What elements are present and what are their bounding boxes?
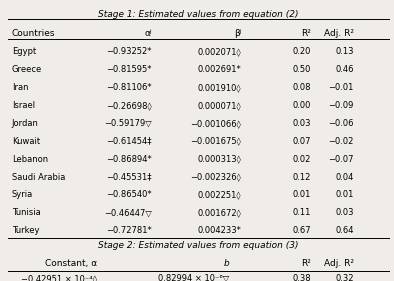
- Text: 0.13: 0.13: [335, 47, 354, 56]
- Text: 0.07: 0.07: [292, 137, 311, 146]
- Text: −0.45531‡: −0.45531‡: [106, 173, 152, 182]
- Text: 0.01: 0.01: [335, 191, 354, 200]
- Text: 0.000313◊: 0.000313◊: [197, 155, 241, 164]
- Text: −0.001066◊: −0.001066◊: [190, 119, 241, 128]
- Text: 0.002251◊: 0.002251◊: [197, 191, 241, 200]
- Text: b: b: [224, 259, 229, 268]
- Text: 0.001672◊: 0.001672◊: [197, 209, 241, 217]
- Text: 0.32: 0.32: [335, 274, 354, 281]
- Text: −0.46447▽: −0.46447▽: [104, 209, 152, 217]
- Text: R²: R²: [301, 29, 311, 38]
- Text: βʲ: βʲ: [234, 29, 241, 38]
- Text: 0.46: 0.46: [335, 65, 354, 74]
- Text: −0.26698◊: −0.26698◊: [106, 101, 152, 110]
- Text: Israel: Israel: [12, 101, 35, 110]
- Text: Lebanon: Lebanon: [12, 155, 48, 164]
- Text: 0.08: 0.08: [292, 83, 311, 92]
- Text: Adj. R²: Adj. R²: [324, 259, 354, 268]
- Text: −0.86894*: −0.86894*: [106, 155, 152, 164]
- Text: 0.000071◊: 0.000071◊: [197, 101, 241, 110]
- Text: −0.42951 × 10⁻⁴◊: −0.42951 × 10⁻⁴◊: [21, 274, 97, 281]
- Text: −0.001675◊: −0.001675◊: [190, 137, 241, 146]
- Text: 0.11: 0.11: [293, 209, 311, 217]
- Text: Syria: Syria: [12, 191, 33, 200]
- Text: αʲ: αʲ: [144, 29, 152, 38]
- Text: −0.61454‡: −0.61454‡: [106, 137, 152, 146]
- Text: Greece: Greece: [12, 65, 42, 74]
- Text: 0.38: 0.38: [292, 274, 311, 281]
- Text: 0.01: 0.01: [293, 191, 311, 200]
- Text: −0.72781*: −0.72781*: [106, 226, 152, 235]
- Text: −0.06: −0.06: [328, 119, 354, 128]
- Text: Tunisia: Tunisia: [12, 209, 41, 217]
- Text: 0.67: 0.67: [292, 226, 311, 235]
- Text: Kuwait: Kuwait: [12, 137, 40, 146]
- Text: 0.02: 0.02: [293, 155, 311, 164]
- Text: 0.20: 0.20: [293, 47, 311, 56]
- Text: 0.001910◊: 0.001910◊: [197, 83, 241, 92]
- Text: 0.12: 0.12: [293, 173, 311, 182]
- Text: −0.07: −0.07: [328, 155, 354, 164]
- Text: Saudi Arabia: Saudi Arabia: [12, 173, 65, 182]
- Text: Iran: Iran: [12, 83, 28, 92]
- Text: 0.03: 0.03: [335, 209, 354, 217]
- Text: 0.50: 0.50: [293, 65, 311, 74]
- Text: Stage 2: Estimated values from equation (3): Stage 2: Estimated values from equation …: [98, 241, 299, 250]
- Text: Egypt: Egypt: [12, 47, 36, 56]
- Text: −0.02: −0.02: [328, 137, 354, 146]
- Text: Adj. R²: Adj. R²: [324, 29, 354, 38]
- Text: −0.93252*: −0.93252*: [106, 47, 152, 56]
- Text: −0.59179▽: −0.59179▽: [104, 119, 152, 128]
- Text: 0.03: 0.03: [292, 119, 311, 128]
- Text: Countries: Countries: [12, 29, 55, 38]
- Text: 0.004233*: 0.004233*: [197, 226, 241, 235]
- Text: R²: R²: [301, 259, 311, 268]
- Text: 0.002071◊: 0.002071◊: [197, 47, 241, 56]
- Text: −0.002326◊: −0.002326◊: [190, 173, 241, 182]
- Text: 0.64: 0.64: [335, 226, 354, 235]
- Text: Jordan: Jordan: [12, 119, 39, 128]
- Text: 0.04: 0.04: [335, 173, 354, 182]
- Text: −0.81595*: −0.81595*: [106, 65, 152, 74]
- Text: −0.86540*: −0.86540*: [106, 191, 152, 200]
- Text: Turkey: Turkey: [12, 226, 39, 235]
- Text: −0.09: −0.09: [328, 101, 354, 110]
- Text: Stage 1: Estimated values from equation (2): Stage 1: Estimated values from equation …: [98, 10, 299, 19]
- Text: 0.002691*: 0.002691*: [197, 65, 241, 74]
- Text: 0.00: 0.00: [293, 101, 311, 110]
- Text: Constant, α: Constant, α: [45, 259, 97, 268]
- Text: −0.01: −0.01: [328, 83, 354, 92]
- Text: 0.82994 × 10⁻⁶▽: 0.82994 × 10⁻⁶▽: [158, 274, 229, 281]
- Text: −0.81106*: −0.81106*: [106, 83, 152, 92]
